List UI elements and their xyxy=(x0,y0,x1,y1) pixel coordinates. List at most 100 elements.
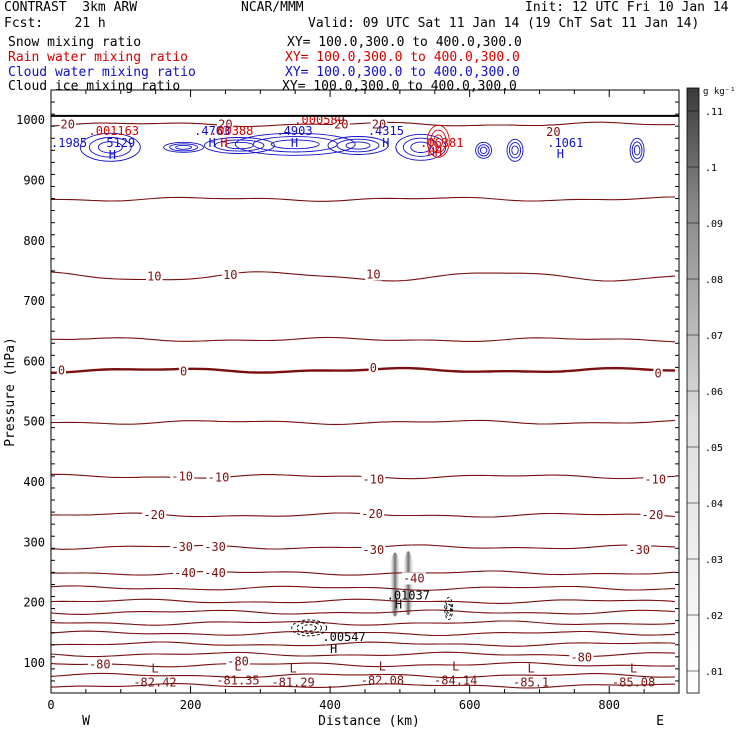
contour-label-10: -20 xyxy=(143,508,165,522)
contour-label-13: -10 xyxy=(171,470,193,484)
contour-label-25: 20 xyxy=(218,117,232,131)
contour-label-bg-14 xyxy=(206,471,231,484)
contour-label-11: -20 xyxy=(361,507,383,521)
cloud-contour-10-0 xyxy=(291,619,328,637)
contour-label-28: 20 xyxy=(546,125,560,139)
y-tick-label-2: 300 xyxy=(23,535,45,549)
contour-label-15: -10 xyxy=(363,473,385,487)
y-tick-label-4: 500 xyxy=(23,415,45,429)
cloud-contour-4-1 xyxy=(336,138,380,153)
contour-label-bg-10 xyxy=(142,509,167,522)
hydrometeor-label-7: .001163 xyxy=(89,124,140,138)
y-tick-label-7: 800 xyxy=(23,234,45,248)
x-tick-label-0: 0 xyxy=(47,698,54,712)
cloud-contour-6-0 xyxy=(475,141,493,159)
hydrometeor-label-2: H xyxy=(395,597,402,611)
hydrometeor-label-0: H xyxy=(330,642,337,656)
x-tick-label-1: 200 xyxy=(180,698,202,712)
contour-label-21: 10 xyxy=(147,269,161,283)
contour-label-bg-5 xyxy=(401,572,426,585)
temperature-contour-0 xyxy=(51,683,675,689)
contour-label-18: 0 xyxy=(180,365,187,379)
extremum-value-6: -85.08 xyxy=(612,676,655,690)
extremum-value-5: -85.1 xyxy=(513,676,549,690)
colorbar-tick-label-8: .09 xyxy=(705,219,723,230)
contour-label-20: 0 xyxy=(654,366,661,380)
contour-label-12: -20 xyxy=(642,508,664,522)
contour-label-bg-12 xyxy=(640,509,665,522)
cloud-contour-9-1 xyxy=(430,129,447,153)
contour-label-bg-0 xyxy=(87,658,112,671)
x-tick-label-4: 800 xyxy=(598,698,620,712)
extremum-value-3: -82.08 xyxy=(361,674,404,688)
x-axis-label: Distance (km) xyxy=(318,714,420,729)
temperature-contour-8 xyxy=(51,598,676,604)
cloud-contour-1-1 xyxy=(169,143,199,152)
hydrometeor-label-12: H xyxy=(291,136,298,150)
extremum-marker-2: L xyxy=(234,660,241,674)
extremum-marker-4: L xyxy=(452,660,459,674)
contour-label-17: 0 xyxy=(58,363,65,377)
contour-label-3: -40 xyxy=(174,566,196,580)
legend-rain-label: Rain water mixing ratio xyxy=(8,50,189,65)
contour-label-bg-17 xyxy=(56,364,67,377)
cloud-contour-2-2 xyxy=(224,141,254,150)
extremum-value-0: -82.42 xyxy=(133,676,176,690)
hydrometeor-label-5: .1985 xyxy=(51,136,87,150)
temperature-contour-1 xyxy=(51,672,676,679)
contour-label-bg-9 xyxy=(627,544,652,557)
cloud-contour-9-0 xyxy=(426,124,450,158)
hydrometeor-label-11: .00388 xyxy=(210,124,253,138)
cloud-contour-1-0 xyxy=(163,141,205,153)
extremum-value-1: -81.29 xyxy=(271,676,314,690)
contour-label-27: 20 xyxy=(372,117,386,131)
colorbar-tick-label-9: .1 xyxy=(705,163,717,174)
contour-label-bg-13 xyxy=(170,470,195,483)
contour-label-bg-3 xyxy=(173,567,197,579)
cloud-contour-1-2 xyxy=(175,144,193,150)
cloud-contour-8-1 xyxy=(631,141,643,160)
contour-label-26: 20 xyxy=(334,117,348,131)
temperature-contour-20 xyxy=(51,66,675,70)
contour-label-bg-11 xyxy=(360,507,384,520)
cloud-contour-0-2 xyxy=(97,141,123,154)
temperature-contour-19 xyxy=(51,121,676,128)
contour-label-bg-7 xyxy=(203,541,227,554)
hydrometeor-label-1: .00547 xyxy=(322,630,365,644)
colorbar-tick-label-4: .05 xyxy=(705,443,723,454)
hydrometeor-label-18: .06381 xyxy=(420,136,463,150)
colorbar-tick-label-10: .11 xyxy=(705,107,723,118)
cloud-contour-6-2 xyxy=(479,146,488,154)
temperature-contour-15 xyxy=(51,366,676,374)
temperature-contour-7 xyxy=(51,609,676,615)
contour-label-bg-8 xyxy=(361,544,386,557)
temperature-contour-2 xyxy=(51,661,676,668)
extremum-marker-5: L xyxy=(527,662,534,676)
legend-rain-xy: XY= 100.0,300.0 to 400.0,300.0 xyxy=(285,50,520,65)
cloud-contour-0-1 xyxy=(88,137,132,158)
hydrometeor-label-9: H xyxy=(220,136,227,150)
contour-label-bg-18 xyxy=(178,365,189,378)
contour-label-bg-15 xyxy=(361,473,386,486)
extremum-value-2: -81.35 xyxy=(216,674,259,688)
contour-label-19: 0 xyxy=(370,361,377,375)
contour-label-bg-24 xyxy=(59,118,76,131)
y-tick-label-8: 900 xyxy=(23,173,45,187)
init-time: Init: 12 UTC Fri 10 Jan 14 xyxy=(525,0,729,15)
cloud-contour-5-2 xyxy=(410,141,432,153)
contour-label-bg-22 xyxy=(222,269,239,282)
cloud-contour-11-2 xyxy=(446,603,452,614)
plot-frame xyxy=(50,89,680,694)
contour-label-bg-27 xyxy=(370,118,388,131)
contour-label-9: -30 xyxy=(628,543,650,557)
cloud-contour-11-1 xyxy=(445,600,452,617)
y-tick-label-0: 100 xyxy=(23,656,45,670)
temperature-contour-17 xyxy=(51,271,676,282)
y-tick-label-1: 200 xyxy=(23,596,45,610)
x-tick-label-3: 600 xyxy=(459,698,481,712)
cloud-contour-0-0 xyxy=(79,132,141,162)
hydrometeor-label-15: H xyxy=(382,136,389,150)
temperature-contour-9 xyxy=(51,585,676,591)
cloud-contour-8-2 xyxy=(633,145,641,156)
